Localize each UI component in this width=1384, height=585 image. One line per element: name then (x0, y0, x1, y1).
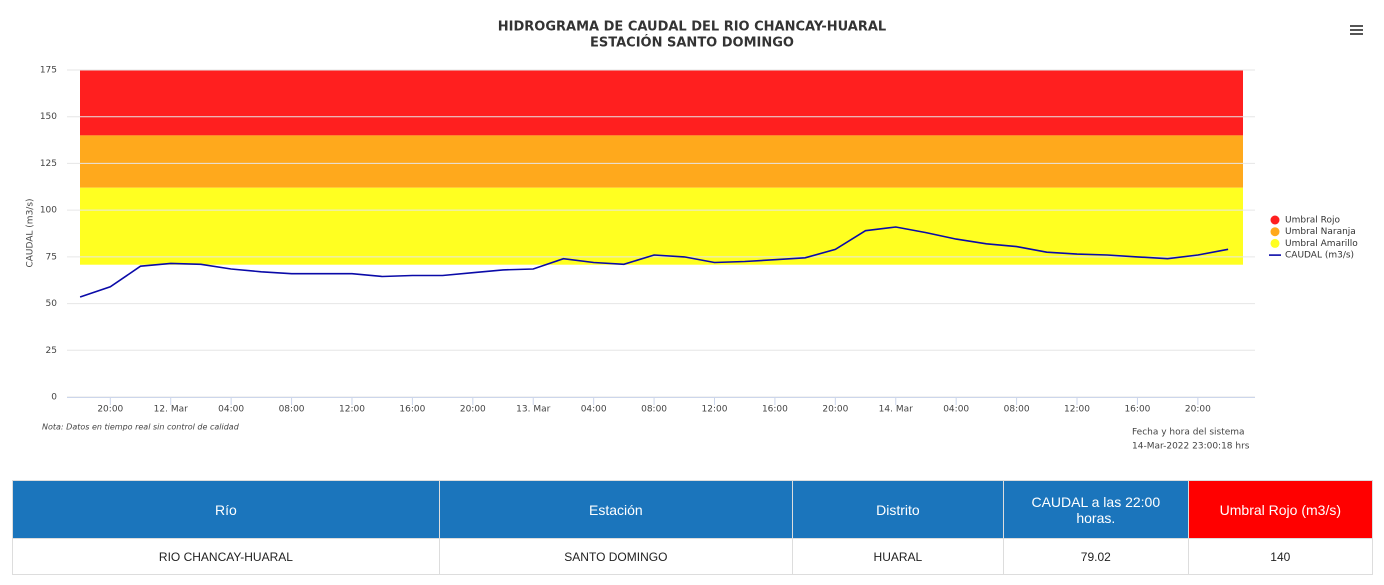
x-tick-label: 20:00 (822, 405, 848, 415)
table-cell: 140 (1187, 538, 1374, 575)
x-tick-label: 16:00 (762, 405, 788, 415)
system-time-label: Fecha y hora del sistema (1132, 428, 1245, 438)
x-tick-label: 08:00 (279, 405, 305, 415)
y-tick-label: 175 (40, 66, 57, 76)
system-time: 14-Mar-2022 23:00:18 hrs (1132, 442, 1250, 452)
threshold-band (80, 70, 1243, 136)
y-tick-label: 75 (46, 252, 57, 262)
x-tick-label: 04:00 (943, 405, 969, 415)
legend-label: Umbral Amarillo (1285, 239, 1358, 249)
table-header: Río (12, 480, 440, 539)
y-axis-title: CAUDAL (m3/s) (26, 198, 36, 267)
x-tick-label: 12:00 (702, 405, 728, 415)
legend-label: Umbral Naranja (1285, 227, 1356, 237)
chart: HIDROGRAMA DE CAUDAL DEL RIO CHANCAY-HUA… (26, 20, 1363, 452)
x-tick-label: 13. Mar (516, 405, 550, 415)
x-tick-label: 08:00 (641, 405, 667, 415)
y-tick-label: 50 (46, 299, 58, 309)
table-header: CAUDAL a las 22:00 horas. (1002, 480, 1189, 539)
x-tick-label: 12. Mar (154, 405, 188, 415)
table-row: RIO CHANCAY-HUARAL SANTO DOMINGO HUARAL 79.… (12, 538, 1374, 575)
table-header: Estación (438, 480, 793, 539)
threshold-band (80, 135, 1243, 188)
x-tick-label: 04:00 (218, 405, 244, 415)
y-tick-label: 150 (40, 112, 57, 122)
chart-title: HIDROGRAMA DE CAUDAL DEL RIO CHANCAY-HUA… (498, 20, 886, 35)
note: Nota: Datos en tiempo real sin control d… (42, 423, 240, 432)
y-tick-label: 25 (46, 346, 57, 356)
chart-subtitle: ESTACIÓN SANTO DOMINGO (590, 35, 794, 51)
x-tick-label: 20:00 (1185, 405, 1211, 415)
table-cell: HUARAL (791, 538, 1004, 575)
legend-label: CAUDAL (m3/s) (1285, 251, 1354, 261)
legend-label: Umbral Rojo (1285, 216, 1341, 226)
y-tick-label: 100 (40, 206, 57, 216)
table-cell: 79.02 (1002, 538, 1189, 575)
data-line (79, 226, 1229, 298)
table-header: Distrito (791, 480, 1004, 539)
x-tick-label: 20:00 (97, 405, 123, 415)
x-tick-label: 12:00 (339, 405, 365, 415)
x-tick-label: 16:00 (399, 405, 425, 415)
table-cell: RIO CHANCAY-HUARAL (12, 538, 440, 575)
legend-marker (1270, 227, 1280, 237)
x-tick-label: 12:00 (1064, 405, 1090, 415)
data-table: Río Estación Distrito CAUDAL a las 22:00 ho… (12, 480, 1374, 575)
y-tick-label: 125 (40, 159, 57, 169)
y-tick-label: 0 (51, 393, 57, 403)
legend-marker (1270, 238, 1280, 248)
x-tick-label: 08:00 (1004, 405, 1030, 415)
menu-button[interactable] (1350, 25, 1363, 35)
x-tick-label: 16:00 (1124, 405, 1150, 415)
legend-marker (1270, 215, 1280, 225)
x-tick-label: 20:00 (460, 405, 486, 415)
table-header: Umbral Rojo (m3/s) (1187, 480, 1374, 539)
x-tick-label: 14. Mar (879, 405, 913, 415)
x-tick-label: 04:00 (581, 405, 607, 415)
table-cell: SANTO DOMINGO (438, 538, 793, 575)
